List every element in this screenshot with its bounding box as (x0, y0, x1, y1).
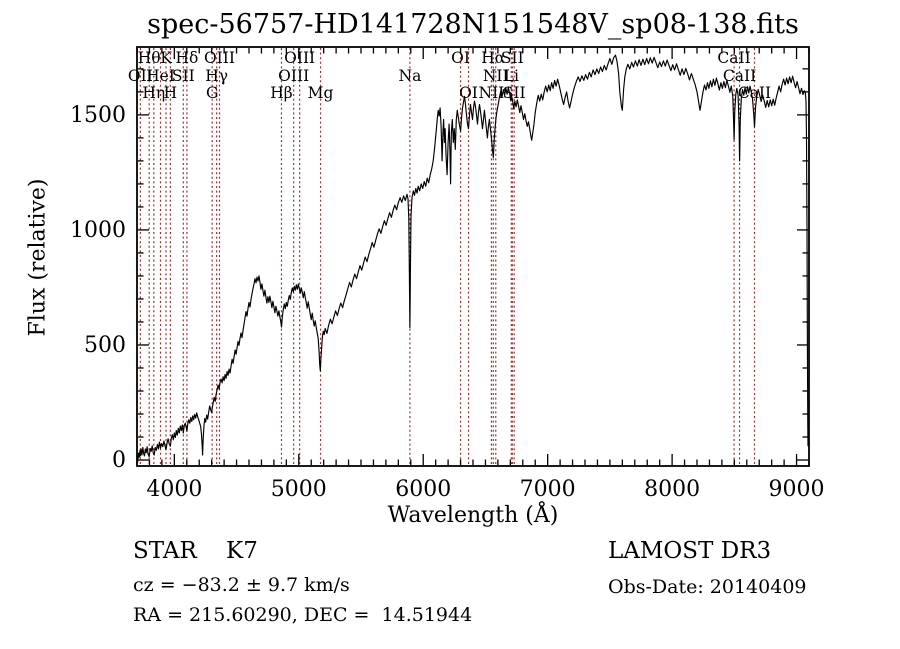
spectral-line-label: SII (503, 84, 526, 102)
spectral-line-label: H (164, 84, 178, 102)
plot-frame (136, 46, 810, 467)
spectral-line-label: OIII (278, 67, 309, 85)
object-class-label: STAR K7 (133, 538, 258, 564)
spectral-line-label: Hδ (175, 49, 198, 67)
survey-release-label: LAMOST DR3 (608, 538, 772, 564)
spectral-line-label: CaII (723, 67, 756, 85)
spectrum-trace (136, 54, 809, 463)
y-axis-label: Flux (relative) (25, 178, 51, 337)
spectral-line-label: OI (451, 49, 470, 67)
spectral-line-label: Hβ (270, 84, 293, 102)
spectral-line-label: SII (172, 67, 195, 85)
x-tick-label: 9000 (769, 477, 825, 502)
spectral-line-label: Hθ (138, 49, 161, 67)
x-tick-label: 5000 (271, 477, 327, 502)
spectral-line-label: OIII (284, 49, 315, 67)
ra-dec-label: RA = 215.60290, DEC = 14.51944 (133, 604, 473, 626)
spectral-line-label: Mg (308, 84, 334, 102)
spectral-line-label: Hη (142, 84, 165, 102)
spectral-line-label: G (206, 84, 218, 102)
y-tick-label: 500 (84, 333, 126, 358)
spectral-line-label: Hα (481, 49, 506, 67)
spectral-line-label: NII (483, 67, 509, 85)
spectral-line-label: SII (501, 49, 524, 67)
radial-velocity-label: cz = −83.2 ± 9.7 km/s (133, 574, 350, 596)
obs-date-label: Obs-Date: 20140409 (608, 576, 807, 598)
spectral-line-label: OII (128, 67, 153, 85)
x-axis-label: Wavelength (Å) (387, 503, 559, 528)
plot-title: spec-56757-HD141728N151548V_sp08-138.fit… (147, 9, 799, 40)
x-tick-label: 6000 (395, 477, 451, 502)
x-tick-label: 4000 (146, 477, 202, 502)
spectral-line-label: NII (479, 84, 505, 102)
y-tick-label: 1000 (70, 218, 126, 243)
spectral-line-label: Li (504, 67, 519, 85)
spectral-line-label: Hγ (205, 67, 228, 85)
spectral-line-label: K (160, 49, 172, 67)
spectral-line-label: OI (459, 84, 478, 102)
spectral-line-label: HeI (146, 67, 175, 85)
x-tick-label: 8000 (644, 477, 700, 502)
y-tick-label: 0 (112, 448, 126, 473)
y-tick-label: 1500 (70, 103, 126, 128)
spectral-line-label: CaII (717, 49, 750, 67)
x-tick-label: 7000 (520, 477, 576, 502)
spectral-line-label: Na (399, 67, 422, 85)
spectral-line-label: OIII (204, 49, 235, 67)
spectral-line-label: CaII (738, 84, 771, 102)
